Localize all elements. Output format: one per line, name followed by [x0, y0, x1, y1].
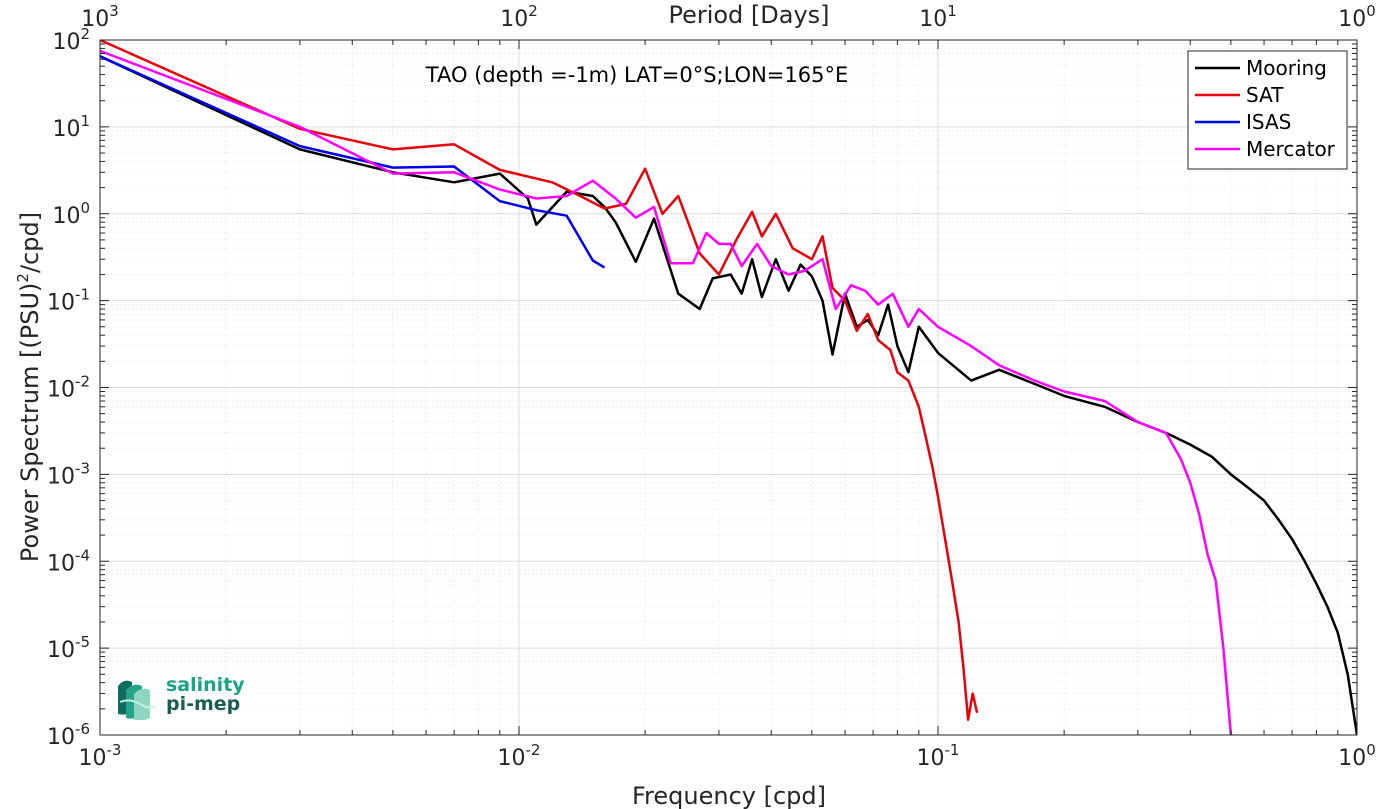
series-layer	[100, 40, 1357, 735]
y-tick-label: 10-5	[47, 633, 90, 663]
x-axis-label: Frequency [cpd]	[632, 782, 826, 809]
series-line-isas	[100, 55, 606, 269]
y-tick-label: 10-3	[47, 459, 90, 489]
top-tick-label: 100	[1338, 2, 1376, 32]
y-tick-label: 10-6	[47, 720, 90, 750]
x-tick-label: 10-2	[498, 741, 541, 771]
series-line-mercator	[100, 49, 1233, 735]
y-tick-label: 100	[52, 199, 90, 229]
series-line-sat	[100, 40, 979, 721]
y-axis-label: Power Spectrum [(PSU)2/cpd]	[14, 212, 44, 562]
y-tick-label: 10-2	[47, 373, 90, 403]
axis-ticks	[99, 39, 1358, 736]
logo-waves-icon	[118, 680, 156, 720]
chart-title: TAO (depth =-1m) LAT=0°S;LON=165°E	[425, 63, 849, 87]
y-tick-label: 10-4	[47, 546, 90, 576]
x-tick-label: 100	[1338, 741, 1376, 771]
top-axis-label: Period [Days]	[668, 1, 829, 29]
y-tick-label: 10-1	[47, 286, 90, 316]
x-tick-label: 10-1	[917, 741, 960, 771]
y-tick-label: 102	[52, 25, 90, 55]
legend: Mooring SAT ISAS Mercator	[1187, 50, 1348, 170]
x-tick-label: 10-3	[79, 741, 122, 771]
top-tick-label: 102	[500, 2, 538, 32]
y-tick-label: 101	[52, 112, 90, 142]
logo-line-2: pi-mep	[166, 693, 241, 715]
top-tick-label: 103	[81, 2, 119, 32]
series-line-mooring	[100, 55, 1357, 735]
grid	[100, 40, 1357, 735]
top-tick-label: 101	[919, 2, 957, 32]
legend-label-sat: SAT	[1246, 83, 1284, 107]
legend-label-isas: ISAS	[1246, 110, 1291, 134]
salinity-pi-mep-logo: salinity pi-mep	[116, 672, 256, 722]
legend-label-mercator: Mercator	[1246, 137, 1336, 161]
logo-line-1: salinity	[166, 674, 245, 696]
legend-label-mooring: Mooring	[1246, 56, 1327, 80]
